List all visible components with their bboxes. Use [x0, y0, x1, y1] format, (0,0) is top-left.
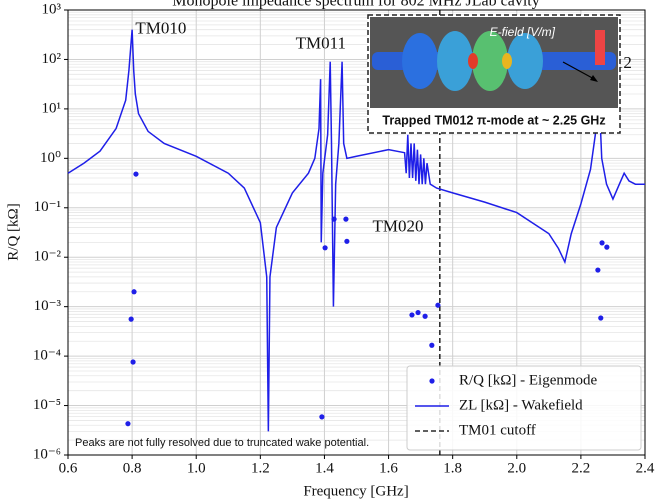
y-tick-label: 10⁻⁵ — [33, 397, 61, 413]
impedance-line — [67, 29, 645, 432]
x-tick-label: 2.2 — [572, 460, 591, 476]
inset: E-field [V/m] Trapped TM012 π-mode at ~ … — [367, 14, 621, 134]
x-tick-label: 2.4 — [636, 460, 655, 476]
eigenmode-point — [322, 245, 328, 251]
x-tick-label: 1.4 — [315, 460, 334, 476]
y-tick-label: 10⁻¹ — [34, 199, 61, 215]
y-axis-label: R/Q [kΩ] — [5, 203, 21, 260]
cell — [472, 31, 508, 91]
legend-box — [406, 365, 642, 451]
y-tick-label: 10⁻² — [34, 249, 62, 265]
x-tick-label: 1.2 — [251, 460, 270, 476]
y-tick-label: 10⁻⁶ — [33, 446, 61, 462]
eigenmode-point — [319, 414, 325, 420]
eigenmode-point — [133, 171, 139, 177]
y-tick-label: 10² — [42, 51, 62, 67]
inset-caption: Trapped TM012 π-mode at ~ 2.25 GHz — [382, 113, 605, 127]
eigenmode-point — [604, 244, 610, 250]
eigenmode-point — [435, 302, 441, 308]
eigenmode-point — [344, 238, 350, 244]
legend-label: ZL [kΩ] - Wakefield — [459, 397, 583, 413]
eigenmode-point — [343, 216, 349, 222]
eigenmode-point — [130, 359, 136, 365]
cell — [507, 33, 543, 89]
arrow — [562, 61, 597, 81]
x-tick-label: 0.6 — [59, 460, 78, 476]
hotspot — [468, 53, 478, 69]
eigenmode-point — [125, 421, 131, 427]
annotation: TM020 — [373, 216, 424, 235]
eigenmode-point — [131, 289, 137, 295]
x-axis-label: Frequency [GHz] — [303, 483, 408, 499]
x-tick-label: 1.8 — [443, 460, 462, 476]
y-tick-label: 10⁻³ — [34, 298, 62, 314]
eigenmode-point — [128, 316, 134, 322]
eigenmode-point — [595, 267, 601, 273]
arrowhead — [590, 75, 598, 82]
eigenmode-point — [415, 309, 421, 316]
colorbar — [595, 30, 605, 65]
x-tick-label: 0.8 — [123, 460, 142, 476]
annotation: TM010 — [135, 19, 186, 38]
x-tick-label: 2.0 — [507, 460, 526, 476]
x-tick-label: 1.0 — [187, 460, 206, 476]
eigenmode-point — [409, 312, 415, 318]
eigenmode-point — [598, 315, 604, 321]
legend-label: TM01 cutoff — [459, 422, 536, 438]
hotspot — [502, 53, 512, 69]
legend: R/Q [kΩ] - Eigenmode ZL [kΩ] - Wakefield T… — [406, 365, 642, 451]
chart-title: Monopole impedance spectrum for 802 MHz … — [172, 0, 539, 10]
y-tick-label: 10¹ — [42, 100, 62, 116]
cell — [402, 33, 438, 89]
eigenmode-point — [599, 240, 605, 246]
legend-label: R/Q [kΩ] - Eigenmode — [459, 372, 598, 388]
eigenmode-point — [422, 313, 428, 319]
plot-frame — [67, 9, 646, 456]
legend-marker — [429, 378, 435, 384]
cell — [437, 31, 473, 91]
y-tick-label: 10⁰ — [40, 150, 61, 166]
y-tick-label: 10⁻⁴ — [33, 348, 61, 364]
y-tick-label: 10³ — [42, 1, 62, 17]
x-tick-label: 1.6 — [379, 460, 398, 476]
eigenmode-point — [429, 342, 435, 348]
annotation: TM011 — [296, 33, 346, 52]
note: Peaks are not fully resolved due to trun… — [75, 437, 369, 449]
inset-field-label: E-field [V/m] — [490, 25, 556, 39]
